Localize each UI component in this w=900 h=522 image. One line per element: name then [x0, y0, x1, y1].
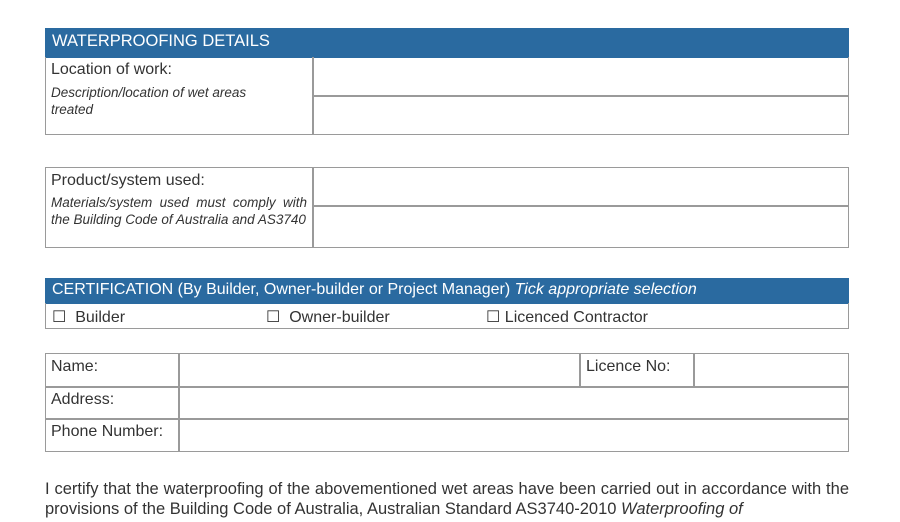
name-input[interactable]: [181, 355, 578, 385]
certification-options: [45, 303, 849, 329]
option-label: Owner-builder: [289, 309, 390, 326]
certification-title: CERTIFICATION: [52, 281, 174, 298]
details-table: [45, 353, 849, 452]
name-label: Name:: [51, 358, 99, 375]
option-builder[interactable]: ☐ Builder: [52, 307, 125, 327]
address-label: Address:: [51, 391, 115, 408]
address-input[interactable]: [181, 388, 847, 418]
product-table: [45, 167, 849, 248]
phone-label: Phone Number:: [51, 423, 164, 440]
certification-header: CERTIFICATION (By Builder, Owner-builder…: [45, 278, 849, 304]
checkbox-icon[interactable]: ☐: [266, 309, 281, 326]
statement-text: I certify that the waterproofing of the …: [45, 480, 849, 518]
option-licenced-contractor[interactable]: ☐ Licenced Contractor: [486, 307, 648, 327]
option-label: Licenced Contractor: [504, 309, 648, 326]
licence-label: Licence No:: [586, 358, 671, 375]
phone-input[interactable]: [181, 420, 847, 450]
product-input-2[interactable]: [314, 207, 848, 247]
licence-input[interactable]: [696, 355, 847, 385]
statement-italic: Waterproofing of: [621, 500, 743, 518]
certification-statement: I certify that the waterproofing of the …: [45, 479, 849, 519]
option-owner-builder[interactable]: ☐ Owner-builder: [266, 307, 390, 327]
location-input-2[interactable]: [314, 97, 848, 134]
certification-by: (By Builder, Owner-builder or Project Ma…: [173, 281, 515, 298]
waterproofing-header: WATERPROOFING DETAILS: [45, 28, 849, 58]
checkbox-icon[interactable]: ☐: [486, 309, 501, 326]
certification-tick: Tick appropriate selection: [514, 281, 697, 298]
option-label: Builder: [75, 309, 126, 326]
product-input-1[interactable]: [314, 168, 848, 205]
location-label: Location of work:: [51, 61, 172, 78]
checkbox-icon[interactable]: ☐: [52, 309, 67, 326]
location-hint: Description/location of wet areas treate…: [51, 85, 247, 117]
product-hint: Materials/system used must comply with t…: [51, 195, 307, 227]
product-label: Product/system used:: [51, 172, 205, 189]
location-input-1[interactable]: [314, 58, 848, 95]
